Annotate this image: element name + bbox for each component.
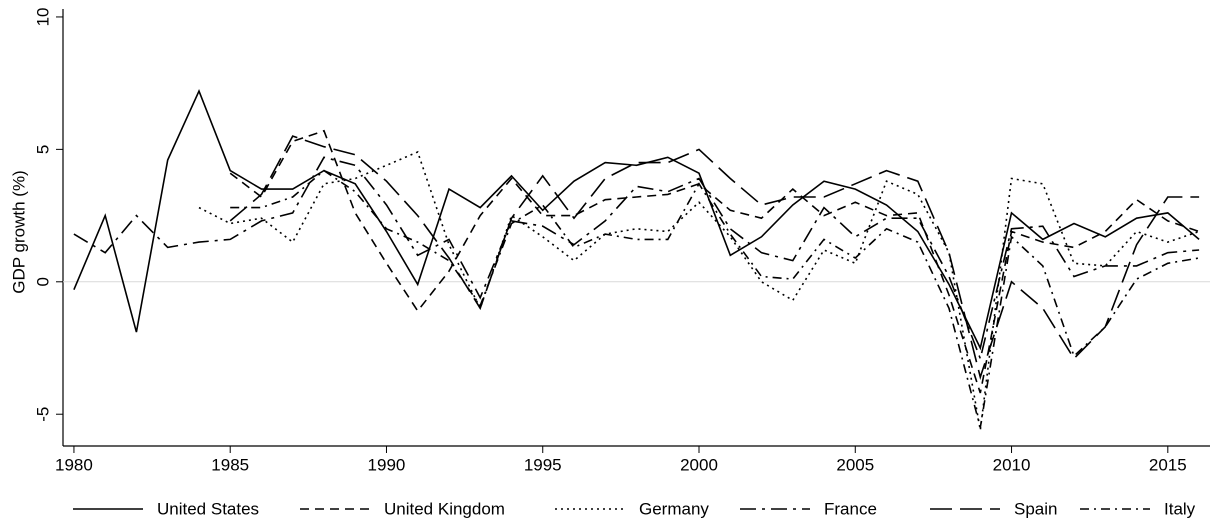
x-tick-label: 1990 bbox=[368, 455, 406, 474]
series-line bbox=[73, 89, 1200, 351]
y-tick-label: 10 bbox=[33, 7, 52, 26]
x-tick-label: 2010 bbox=[993, 455, 1031, 474]
series-line bbox=[229, 135, 1200, 380]
y-tick-label: 5 bbox=[33, 145, 52, 154]
legend-label: Italy bbox=[1164, 499, 1196, 518]
series-line bbox=[198, 150, 1200, 431]
y-tick-label: -5 bbox=[33, 407, 52, 422]
legend-label: Spain bbox=[1014, 499, 1057, 518]
x-tick-label: 1985 bbox=[211, 455, 249, 474]
x-tick-label: 2000 bbox=[680, 455, 718, 474]
series-line bbox=[230, 169, 1200, 428]
x-tick-label: 1995 bbox=[524, 455, 562, 474]
x-tick-label: 2005 bbox=[836, 455, 874, 474]
y-axis-label: GDP growth (%) bbox=[9, 170, 28, 293]
legend-label: Germany bbox=[639, 499, 709, 518]
y-tick-label: 0 bbox=[33, 277, 52, 286]
legend-label: United States bbox=[157, 499, 259, 518]
x-tick-label: 1980 bbox=[55, 455, 93, 474]
series-line bbox=[73, 156, 1200, 362]
series-line bbox=[229, 129, 1200, 394]
x-tick-label: 2015 bbox=[1149, 455, 1187, 474]
legend-label: United Kingdom bbox=[384, 499, 505, 518]
legend-label: France bbox=[824, 499, 877, 518]
